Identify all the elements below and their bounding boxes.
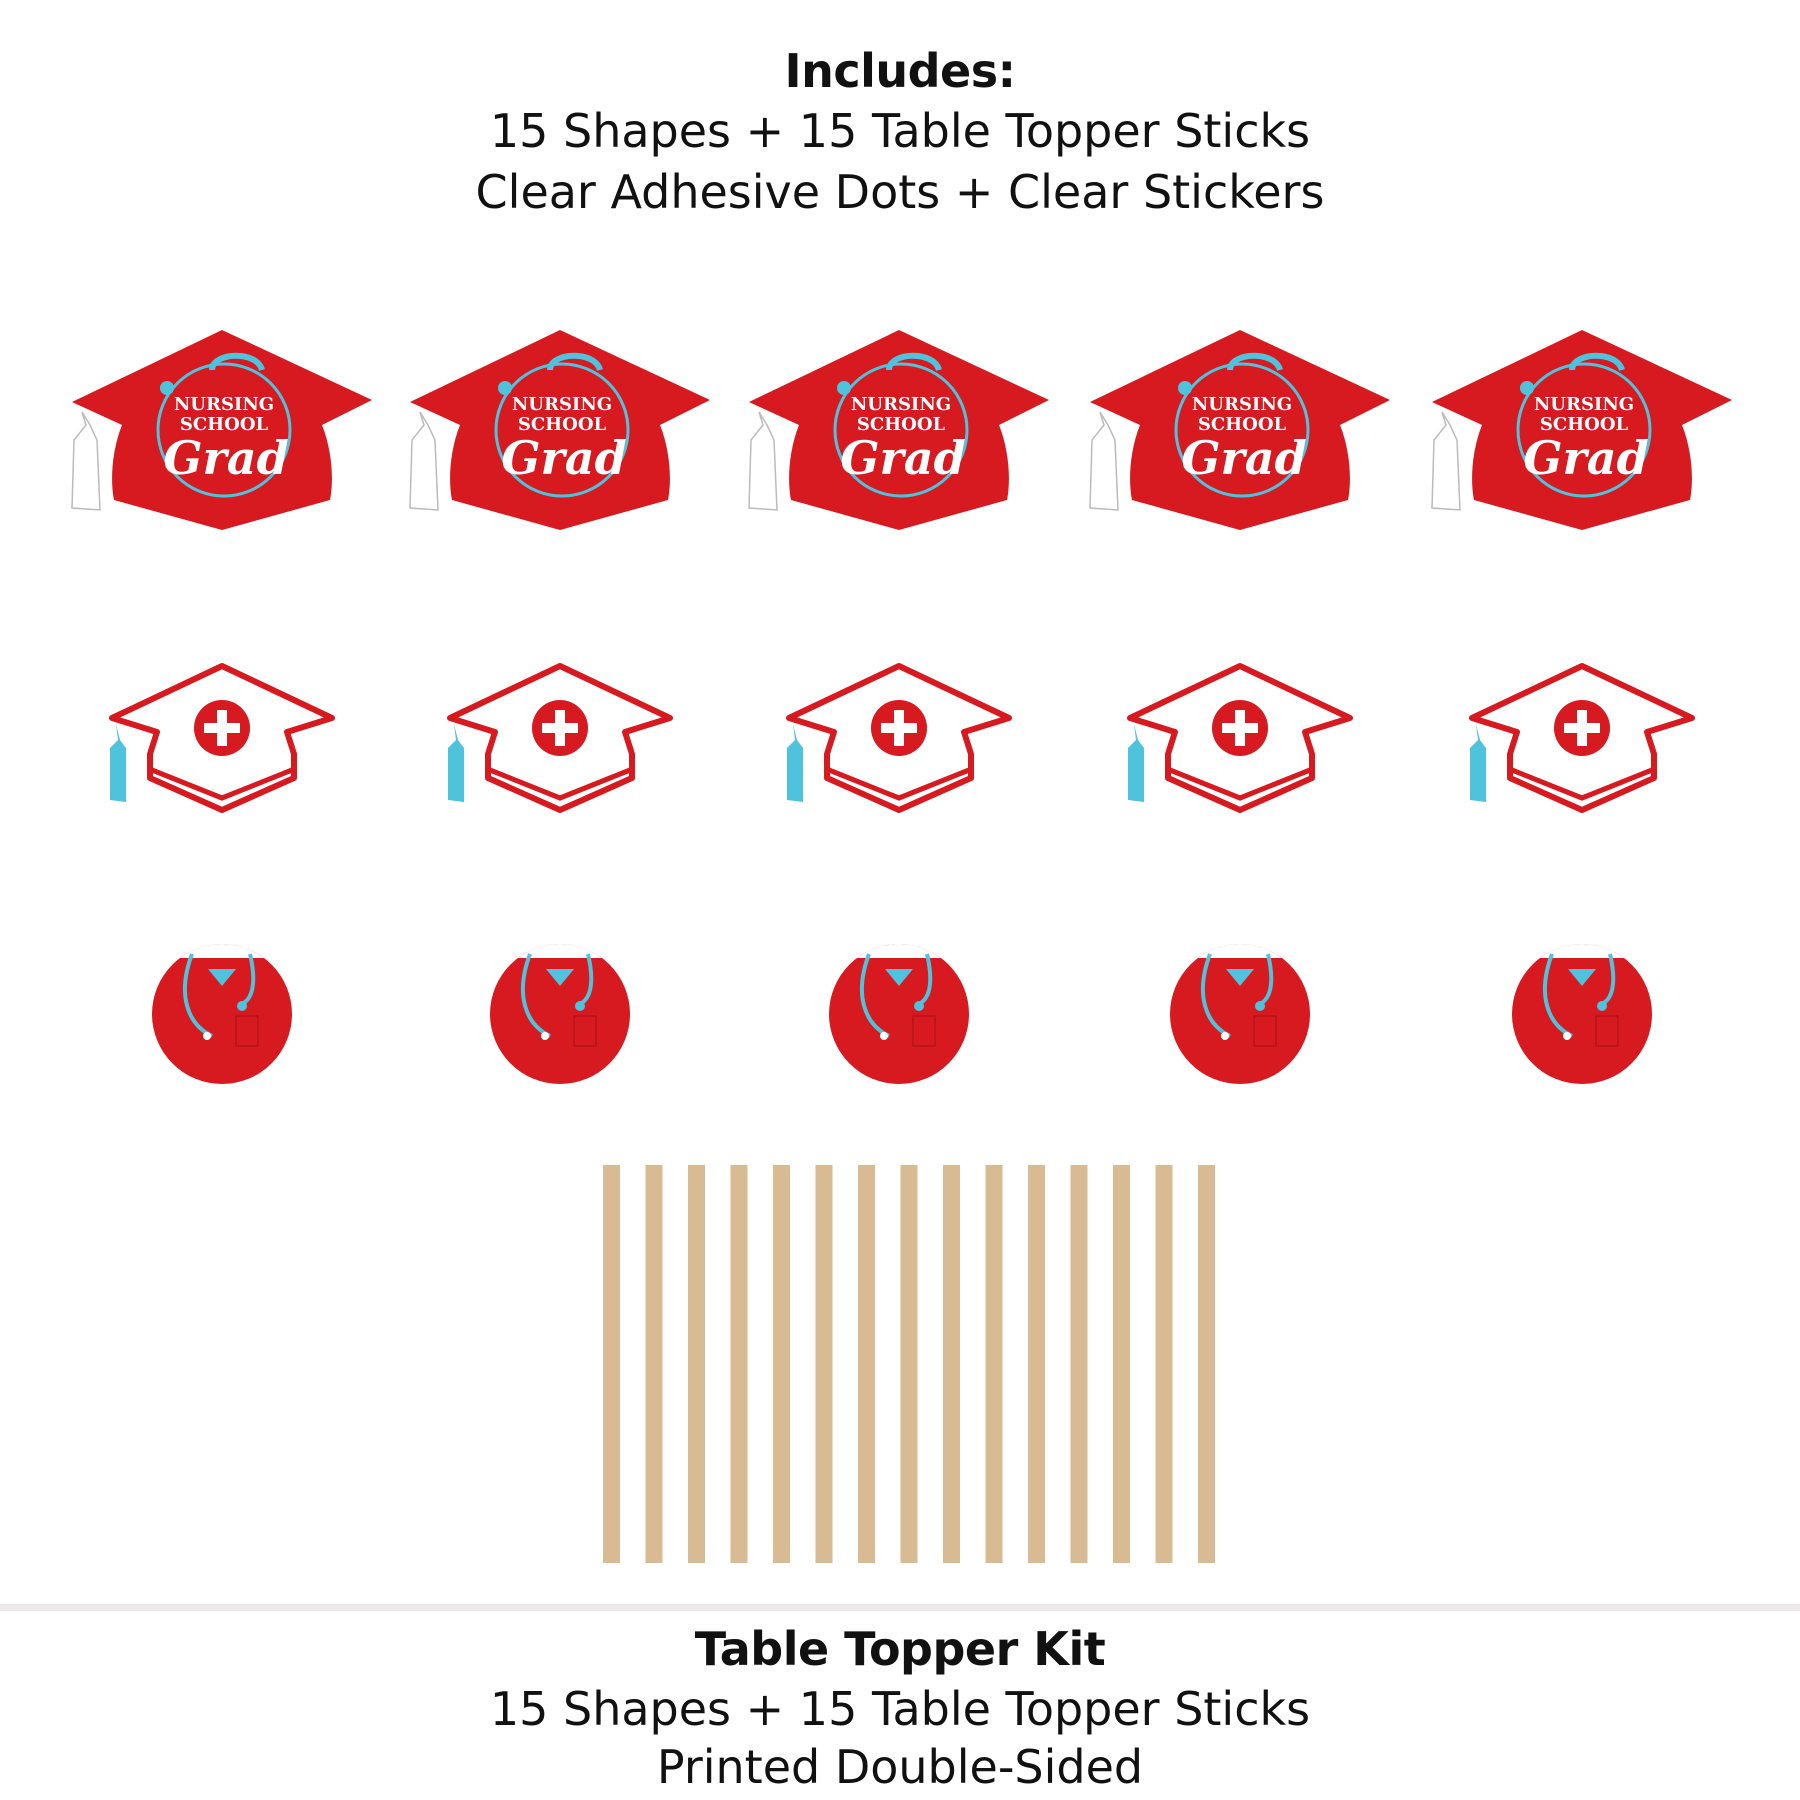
tassel-icon xyxy=(1470,724,1486,802)
kit-line-1: 15 Shapes + 15 Table Topper Sticks xyxy=(489,1682,1311,1736)
tassel-icon xyxy=(110,724,126,802)
table-topper-stick xyxy=(1028,1165,1045,1563)
cap-text-grad: Grad xyxy=(163,431,289,485)
red-scrubs-with-stethoscope-circle xyxy=(829,944,969,1084)
cap-text-nursing: NURSING xyxy=(1534,394,1634,415)
kit-line-2: Printed Double-Sided xyxy=(656,1740,1144,1794)
pocket-icon xyxy=(1253,1015,1277,1047)
kit-title: Table Topper Kit xyxy=(694,1622,1106,1676)
includes-line-1: 15 Shapes + 15 Table Topper Sticks xyxy=(489,104,1311,158)
table-topper-stick xyxy=(858,1165,875,1563)
table-topper-stick xyxy=(1070,1165,1088,1563)
cap-text-school: SCHOOL xyxy=(1198,414,1287,435)
table-topper-stick xyxy=(688,1165,705,1563)
table-topper-stick xyxy=(645,1165,663,1563)
cap-text-grad: Grad xyxy=(1523,431,1649,485)
product-artwork: NURSINGSCHOOLGradNURSINGSCHOOLGradNURSIN… xyxy=(71,330,1732,1563)
cap-text-grad: Grad xyxy=(1181,431,1307,485)
table-topper-stick xyxy=(603,1165,620,1563)
table-topper-stick xyxy=(1113,1165,1130,1563)
white-cap-with-red-cross xyxy=(1127,663,1353,813)
cap-text-school: SCHOOL xyxy=(180,414,269,435)
stethoscope-ring-icon xyxy=(1516,362,1652,498)
stethoscope-ring-icon xyxy=(156,362,292,498)
cap-text-school: SCHOOL xyxy=(857,414,946,435)
table-topper-stick xyxy=(1155,1165,1173,1563)
tassel-icon xyxy=(71,411,101,511)
red-scrubs-with-stethoscope-circle xyxy=(152,944,292,1084)
stethoscope-ring-icon xyxy=(833,362,969,498)
red-scrubs-with-stethoscope-circle xyxy=(490,944,630,1084)
divider xyxy=(0,1604,1800,1611)
cap-text-grad: Grad xyxy=(840,431,966,485)
pocket-icon xyxy=(912,1015,936,1047)
table-topper-stick xyxy=(773,1165,790,1563)
cap-text-nursing: NURSING xyxy=(174,394,274,415)
tassel-icon xyxy=(1089,411,1119,511)
pocket-icon xyxy=(573,1015,597,1047)
tassel-icon xyxy=(748,411,778,511)
white-cap-with-red-cross xyxy=(447,663,673,813)
includes-line-2: Clear Adhesive Dots + Clear Stickers xyxy=(475,165,1325,219)
tassel-icon xyxy=(787,724,803,802)
cap-text-nursing: NURSING xyxy=(851,394,951,415)
white-cap-with-red-cross xyxy=(786,663,1012,813)
table-topper-stick xyxy=(1198,1165,1215,1563)
table-topper-stick xyxy=(815,1165,833,1563)
red-scrubs-with-stethoscope-circle xyxy=(1170,944,1310,1084)
cap-text-grad: Grad xyxy=(501,431,627,485)
tassel-icon xyxy=(1431,411,1461,511)
table-topper-stick xyxy=(985,1165,1003,1563)
stethoscope-ring-icon xyxy=(494,362,630,498)
cap-text-nursing: NURSING xyxy=(1192,394,1292,415)
table-topper-stick xyxy=(900,1165,918,1563)
tassel-icon xyxy=(448,724,464,802)
table-topper-stick xyxy=(730,1165,748,1563)
stethoscope-ring-icon xyxy=(1174,362,1310,498)
includes-title: Includes: xyxy=(784,44,1016,98)
white-cap-with-red-cross xyxy=(1469,663,1695,813)
cap-text-school: SCHOOL xyxy=(1540,414,1629,435)
tassel-icon xyxy=(409,411,439,511)
red-scrubs-with-stethoscope-circle xyxy=(1512,944,1652,1084)
cap-text-nursing: NURSING xyxy=(512,394,612,415)
pocket-icon xyxy=(1595,1015,1619,1047)
table-topper-stick xyxy=(943,1165,960,1563)
cap-text-school: SCHOOL xyxy=(518,414,607,435)
tassel-icon xyxy=(1128,724,1144,802)
pocket-icon xyxy=(235,1015,259,1047)
white-cap-with-red-cross xyxy=(109,663,335,813)
